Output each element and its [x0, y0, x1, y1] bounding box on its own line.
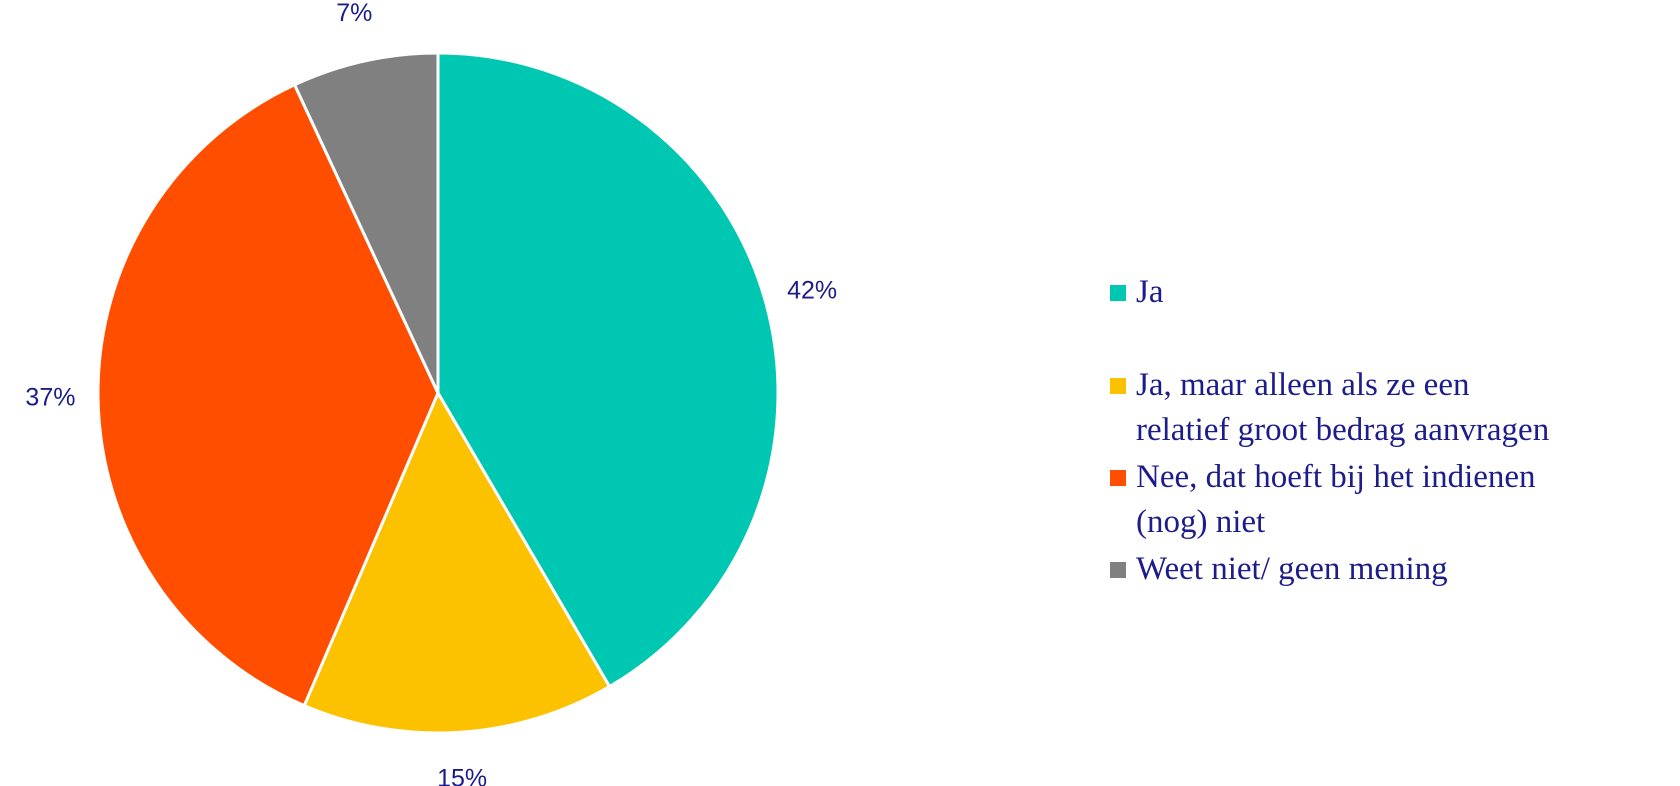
legend-swatch [1110, 285, 1126, 301]
pie-slice [96, 82, 440, 708]
data-label: 42% [787, 276, 837, 304]
data-label: 7% [336, 0, 372, 27]
legend-item: Ja [1110, 270, 1570, 315]
legend-swatch [1110, 562, 1126, 578]
legend-item: Ja, maar alleen als ze een relatief groo… [1110, 363, 1570, 453]
data-label: 15% [437, 764, 487, 786]
legend-swatch [1110, 470, 1126, 486]
data-label: 37% [25, 384, 75, 412]
legend-label: Ja [1136, 274, 1164, 310]
legend-swatch [1110, 378, 1126, 394]
legend-item: Weet niet/ geen mening [1110, 547, 1570, 592]
pie-slice [436, 51, 780, 689]
chart: 42% 15% 37% 7% [25, 0, 837, 786]
legend-item: Nee, dat hoeft bij het indienen (nog) ni… [1110, 455, 1570, 545]
legend-label: Nee, dat hoeft bij het indienen (nog) ni… [1136, 459, 1536, 540]
legend: Ja Ja, maar alleen als ze een relatief gr… [1110, 270, 1570, 594]
legend-label: Ja, maar alleen als ze een relatief groo… [1136, 367, 1550, 448]
pie-slice [292, 51, 440, 394]
pie-slice [302, 389, 612, 735]
legend-label: Weet niet/ geen mening [1136, 551, 1448, 587]
